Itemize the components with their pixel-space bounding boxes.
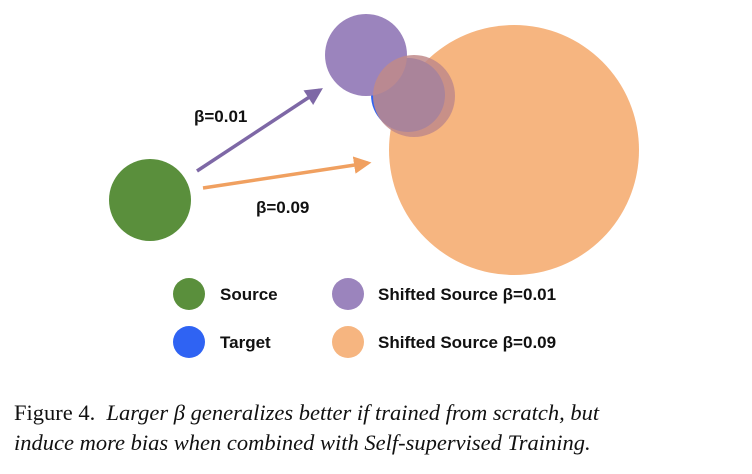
legend-shifted-0.09-label: Shifted Source β=0.09 (378, 333, 556, 352)
legend-target-label: Target (220, 333, 271, 352)
legend-target-swatch (173, 326, 205, 358)
arrow-beta-0.01 (196, 88, 323, 173)
arrow-beta-0.09 (202, 156, 372, 190)
arrow-label-beta-0.09: β=0.09 (256, 198, 309, 217)
source-circle (109, 159, 191, 241)
caption-text-line-1: Larger β generalizes better if trained f… (106, 400, 600, 425)
legend-source-swatch (173, 278, 205, 310)
legend-shifted-0.01-swatch (332, 278, 364, 310)
figure-caption: Figure 4. Larger β generalizes better if… (14, 398, 744, 458)
caption-figure-label: Figure 4. (14, 400, 96, 425)
target-overlap-circle (373, 55, 455, 137)
legend-source-label: Source (220, 285, 278, 304)
legend-shifted-0.09-swatch (332, 326, 364, 358)
legend: Source Target Shifted Source β=0.01 Shif… (173, 278, 556, 358)
caption-line-1: Figure 4. Larger β generalizes better if… (14, 398, 744, 428)
legend-shifted-0.01-label: Shifted Source β=0.01 (378, 285, 556, 304)
caption-line-2: induce more bias when combined with Self… (14, 428, 744, 458)
arrow-label-beta-0.01: β=0.01 (194, 107, 247, 126)
caption-text-line-2: induce more bias when combined with Self… (14, 430, 591, 455)
